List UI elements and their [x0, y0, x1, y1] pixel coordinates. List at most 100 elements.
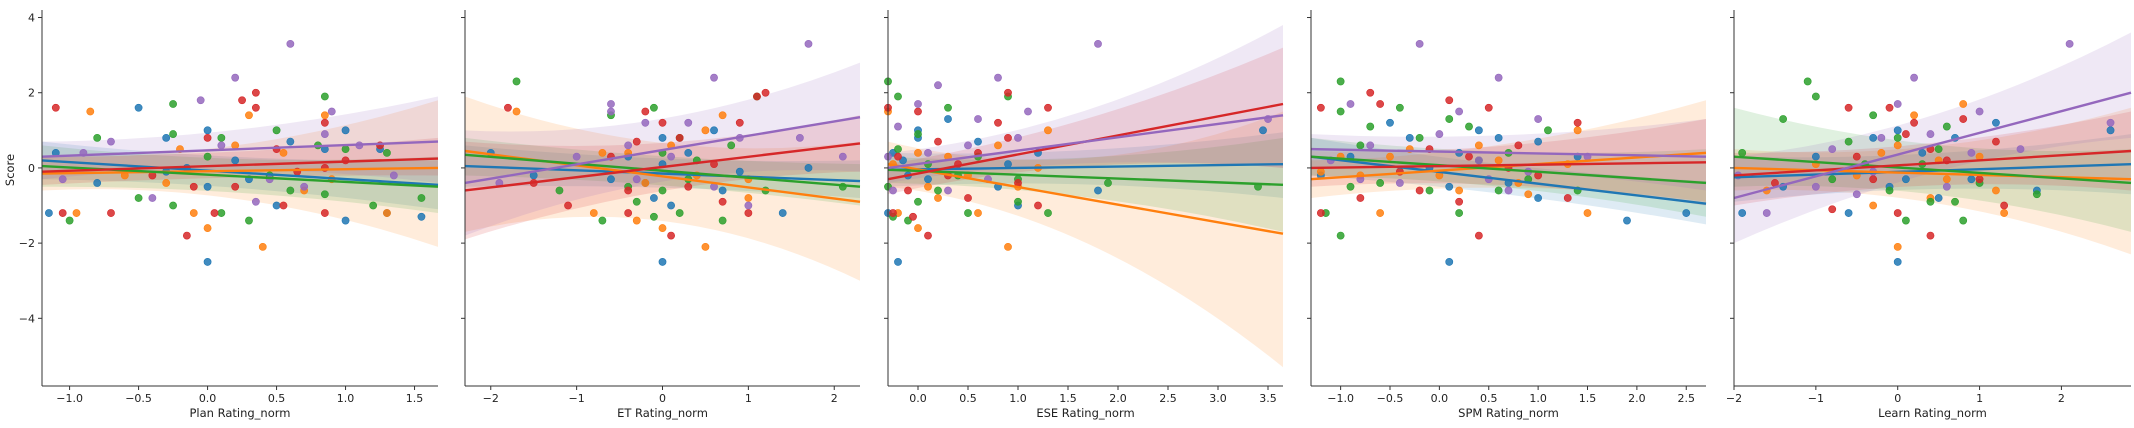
data-point-blue [735, 167, 744, 176]
x-tick-label: 1.5 [1059, 392, 1077, 405]
data-point-blue [1445, 258, 1454, 266]
data-point-green [417, 194, 426, 202]
data-point-green [1104, 179, 1112, 187]
data-point-blue [1893, 126, 1902, 135]
data-point-purple [1094, 39, 1102, 48]
data-point-green [1494, 186, 1503, 195]
data-point-purple [607, 100, 615, 108]
regression-line-red [464, 142, 861, 192]
data-point-red [58, 209, 67, 217]
confidence-band-purple [1734, 32, 2131, 244]
data-point-green [1779, 115, 1788, 123]
data-point-blue [286, 137, 295, 146]
data-point-purple [1975, 107, 1984, 116]
data-point-green [1934, 145, 1943, 154]
regression-line-orange [1733, 166, 2132, 181]
x-tick-label: 2 [2058, 392, 2065, 405]
data-point-purple [1877, 133, 1886, 142]
data-point-purple [1942, 182, 1951, 191]
data-point-red [964, 194, 972, 202]
data-point-green [1869, 111, 1878, 120]
data-point-purple [2065, 39, 2074, 48]
data-point-red [641, 107, 650, 116]
data-point-blue [93, 179, 102, 187]
data-point-blue [1004, 160, 1012, 169]
data-point-red [1316, 103, 1325, 112]
data-point-blue [1992, 118, 2000, 127]
data-point-blue [1405, 133, 1414, 142]
confidence-band-red [1311, 119, 1706, 206]
data-point-blue [1738, 209, 1747, 217]
data-point-orange [1959, 100, 1968, 108]
data-point-green [320, 190, 329, 199]
x-tick-label: 1 [745, 392, 752, 405]
data-point-green [1395, 103, 1404, 112]
data-point-purple [914, 100, 922, 108]
data-point-blue [2106, 126, 2115, 135]
data-point-purple [1014, 133, 1022, 142]
data-point-blue [272, 201, 281, 210]
data-point-purple [624, 141, 633, 150]
data-point-green [1803, 77, 1812, 86]
data-point-green [914, 130, 922, 138]
data-point-blue [1623, 216, 1631, 225]
data-point-purple [300, 182, 309, 191]
confidence-band-blue [1734, 134, 2131, 202]
data-point-red [251, 88, 260, 97]
x-tick-label: 1 [1976, 392, 1983, 405]
x-tick-label: 1.0 [1529, 392, 1547, 405]
data-point-purple [964, 141, 972, 150]
data-point-green [1844, 137, 1853, 146]
data-point-purple [1435, 130, 1444, 138]
data-point-red [182, 231, 191, 240]
x-axis-title: SPM Rating_norm [1458, 406, 1559, 420]
data-point-purple [1967, 148, 1976, 157]
data-point-purple [641, 118, 650, 127]
data-point-orange [1455, 186, 1464, 195]
data-point-green [718, 216, 727, 225]
data-point-orange [994, 141, 1002, 150]
data-point-orange [231, 141, 240, 150]
data-point-green [1544, 126, 1552, 135]
data-point-orange [641, 179, 650, 187]
data-point-red [1465, 152, 1473, 161]
data-point-red [564, 201, 572, 210]
data-point-orange [1376, 209, 1385, 217]
data-point-green [658, 186, 667, 195]
data-point-green [1893, 133, 1902, 142]
data-point-orange [1494, 156, 1503, 165]
data-point-red [889, 209, 897, 217]
data-point-purple [804, 39, 813, 48]
data-point-purple [320, 130, 329, 138]
data-point-blue [417, 212, 426, 221]
data-point-green [2032, 190, 2041, 199]
data-point-blue [924, 175, 932, 184]
data-point-orange [1893, 141, 1902, 150]
data-point-red [1316, 209, 1325, 217]
data-point-orange [512, 107, 521, 116]
x-tick-label: 2.5 [1678, 392, 1696, 405]
data-point-green [1376, 179, 1385, 187]
data-point-blue [134, 103, 143, 112]
panel-3: 0.0 0.5 1.0 1.5 2.0 2.5 3.0 3.5 ESE Rating_norm [884, 10, 1284, 420]
data-point-orange [1877, 148, 1886, 157]
data-point-blue [710, 126, 718, 135]
data-point-blue [1893, 258, 1902, 266]
data-point-orange [1386, 152, 1394, 161]
data-point-orange [1942, 175, 1951, 184]
x-tick-label: 1.5 [1579, 392, 1597, 405]
data-point-orange [189, 209, 198, 217]
data-point-blue [718, 186, 727, 195]
regression-line-orange [41, 166, 439, 175]
data-point-orange [744, 194, 753, 202]
data-point-purple [1455, 107, 1464, 116]
regression-line-green [1733, 155, 2132, 185]
data-point-purple [744, 201, 753, 210]
data-point-red [753, 92, 761, 101]
data-point-red [994, 118, 1002, 127]
data-point-blue [203, 182, 212, 191]
data-point-purple [838, 152, 847, 161]
data-point-purple [1534, 115, 1543, 123]
x-tick-label: −1 [1808, 392, 1824, 405]
